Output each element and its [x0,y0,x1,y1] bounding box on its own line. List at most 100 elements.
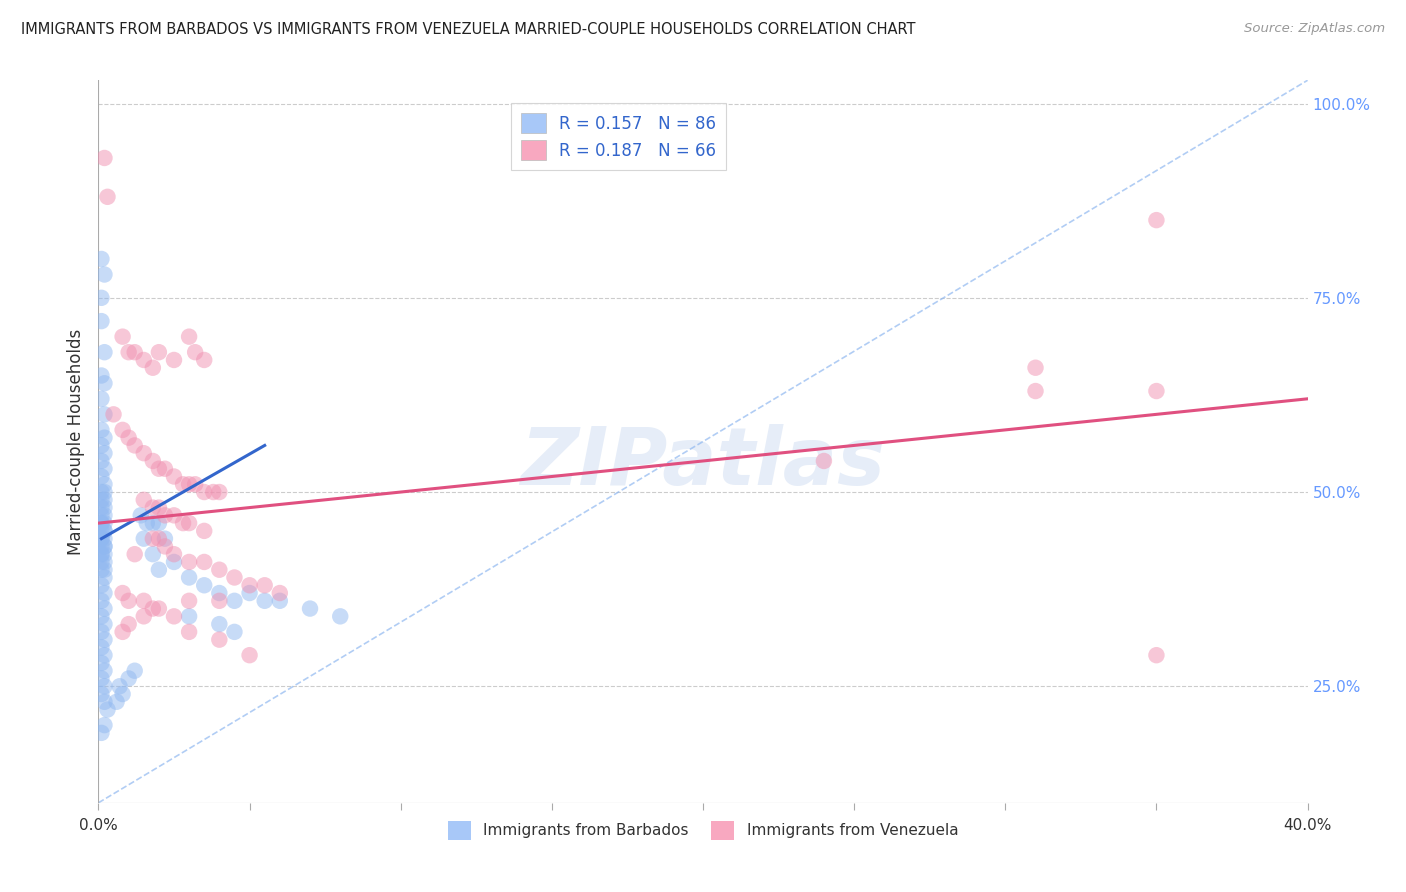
Point [93,648,115,663]
Point [239,586,262,600]
Point [148,500,170,515]
Point [163,547,186,561]
Point [105,695,128,709]
Point [208,485,231,500]
Point [108,679,131,693]
Point [148,516,170,530]
Point [269,594,291,608]
Point [90,563,112,577]
Point [224,570,246,584]
Point [90,516,112,530]
Point [129,508,152,523]
Point [93,586,115,600]
Point [172,516,194,530]
Point [90,555,112,569]
Point [132,532,155,546]
Point [93,532,115,546]
Point [93,524,115,538]
Point [269,586,291,600]
Point [93,664,115,678]
Point [93,376,115,391]
Point [111,624,134,639]
Point [90,547,112,561]
Point [93,695,115,709]
Point [93,461,115,475]
Point [90,540,112,554]
Point [93,540,115,554]
Point [163,609,186,624]
Point [148,345,170,359]
Point [90,532,112,546]
Point [111,687,134,701]
Point [111,423,134,437]
Point [124,438,146,452]
Point [93,679,115,693]
Point [208,563,231,577]
Point [93,547,115,561]
Point [299,601,322,615]
Point [93,570,115,584]
Point [93,540,115,554]
Point [90,492,112,507]
Point [90,594,112,608]
Point [172,477,194,491]
Point [118,594,141,608]
Point [90,252,112,266]
Point [93,151,115,165]
Point [153,508,176,523]
Point [193,353,215,368]
Point [90,314,112,328]
Point [90,578,112,592]
Point [179,609,201,624]
Point [142,516,165,530]
Point [208,632,231,647]
Point [118,672,141,686]
Point [179,624,201,639]
Point [193,555,215,569]
Point [93,268,115,282]
Point [163,469,186,483]
Point [1144,384,1167,398]
Point [813,454,835,468]
Point [118,431,141,445]
Point [193,578,215,592]
Point [1024,384,1046,398]
Point [132,446,155,460]
Point [253,578,276,592]
Point [153,461,176,475]
Point [142,532,165,546]
Point [193,524,215,538]
Point [93,632,115,647]
Text: IMMIGRANTS FROM BARBADOS VS IMMIGRANTS FROM VENEZUELA MARRIED-COUPLE HOUSEHOLDS : IMMIGRANTS FROM BARBADOS VS IMMIGRANTS F… [21,22,915,37]
Point [93,500,115,515]
Point [90,392,112,406]
Point [193,485,215,500]
Point [90,640,112,655]
Point [148,563,170,577]
Point [90,656,112,670]
Text: ZIPatlas: ZIPatlas [520,425,886,502]
Point [329,609,352,624]
Point [163,555,186,569]
Point [142,360,165,375]
Point [93,508,115,523]
Point [103,408,125,422]
Point [1144,213,1167,227]
Point [93,477,115,491]
Point [93,408,115,422]
Point [90,438,112,452]
Point [93,485,115,500]
Point [224,624,246,639]
Point [93,718,115,732]
Point [90,532,112,546]
Point [142,500,165,515]
Point [135,516,157,530]
Point [1024,360,1046,375]
Point [93,617,115,632]
Point [96,702,118,716]
Point [179,570,201,584]
Point [208,586,231,600]
Point [184,477,207,491]
Point [90,423,112,437]
Point [90,687,112,701]
